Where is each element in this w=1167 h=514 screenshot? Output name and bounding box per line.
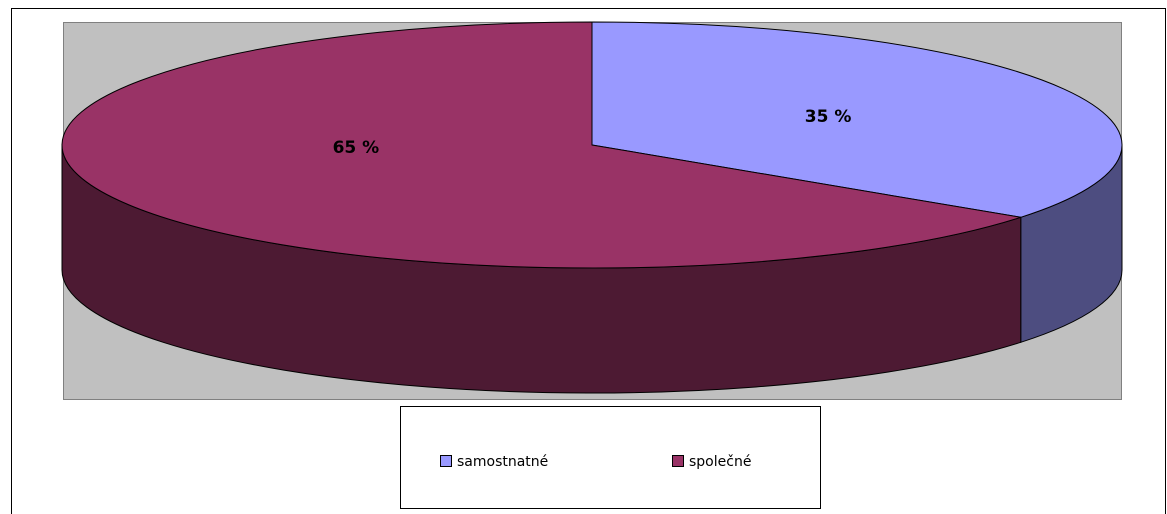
legend-label: samostnatné [457,454,548,470]
legend-swatch [440,455,452,467]
pie-slice [591,21,1123,218]
pie: 35 % 65 % [61,21,1123,394]
legend-label: společné [689,454,751,470]
pie-slice [61,21,1021,269]
legend [400,406,821,509]
legend-swatch [672,455,684,467]
data-label: 65 % [333,138,380,158]
legend-entries: samostnatné společné [440,454,751,470]
data-label: 35 % [805,107,852,127]
